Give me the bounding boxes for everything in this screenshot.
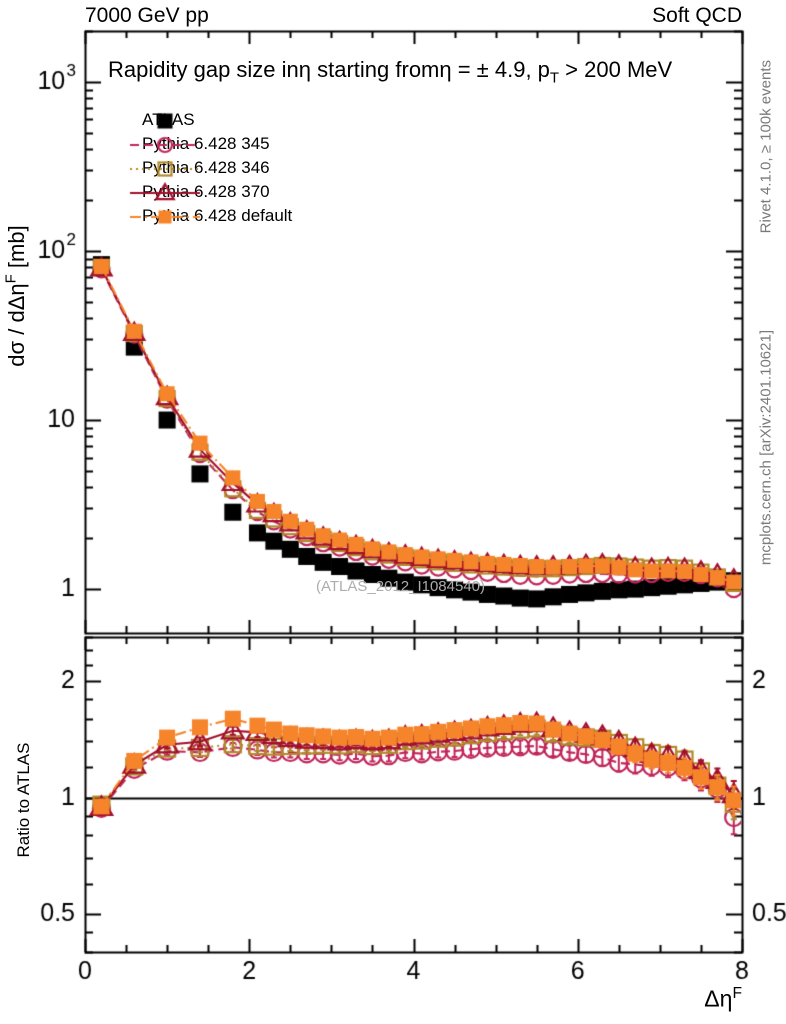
legend-item-p345[interactable]: Pythia 6.428 345 bbox=[128, 134, 270, 156]
plot-title-main: Rapidity gap size inη starting fromη = ±… bbox=[108, 57, 550, 82]
header-right-category: Soft QCD bbox=[652, 4, 742, 27]
legend-item-atlas[interactable]: ATLAS bbox=[128, 110, 202, 132]
x-axis-label-sup: F bbox=[732, 985, 742, 1002]
x-axis-label: ΔηF bbox=[704, 985, 742, 1013]
legend-marker-atlas-icon bbox=[128, 110, 202, 132]
plot-title: Rapidity gap size inη starting fromη = ±… bbox=[108, 57, 672, 86]
side-note-rivet: Rivet 4.1.0, ≥ 100k events bbox=[757, 60, 775, 234]
y-axis-label-ratio: Ratio to ATLAS bbox=[14, 742, 33, 858]
legend-marker-pdef-icon bbox=[128, 206, 202, 228]
y-axis-label-main-sup: F bbox=[2, 274, 20, 284]
legend-marker-p346-icon bbox=[128, 158, 202, 180]
legend-marker-p345-icon bbox=[128, 134, 202, 156]
y-axis-label-main: dσ / dΔηF [mb] bbox=[3, 225, 30, 366]
header-left-beam: 7000 GeV pp bbox=[85, 4, 209, 27]
y-axis-label-main-pre: dσ / dΔη bbox=[4, 283, 29, 367]
legend-item-p370[interactable]: Pythia 6.428 370 bbox=[128, 182, 270, 204]
plot-title-subscript: T bbox=[549, 69, 560, 87]
plot-title-tail: > 200 MeV bbox=[559, 57, 673, 82]
x-axis-label-pre: Δη bbox=[704, 985, 733, 1012]
legend-marker-p370-icon bbox=[128, 182, 202, 204]
side-note-mcplots: mcplots.cern.ch [arXiv:2401.10621] bbox=[757, 330, 775, 566]
legend-item-pdef[interactable]: Pythia 6.428 default bbox=[128, 206, 292, 228]
legend-item-p346[interactable]: Pythia 6.428 346 bbox=[128, 158, 270, 180]
analysis-watermark: (ATLAS_2012_I1084540) bbox=[316, 578, 486, 595]
y-axis-label-main-post: [mb] bbox=[4, 225, 29, 275]
